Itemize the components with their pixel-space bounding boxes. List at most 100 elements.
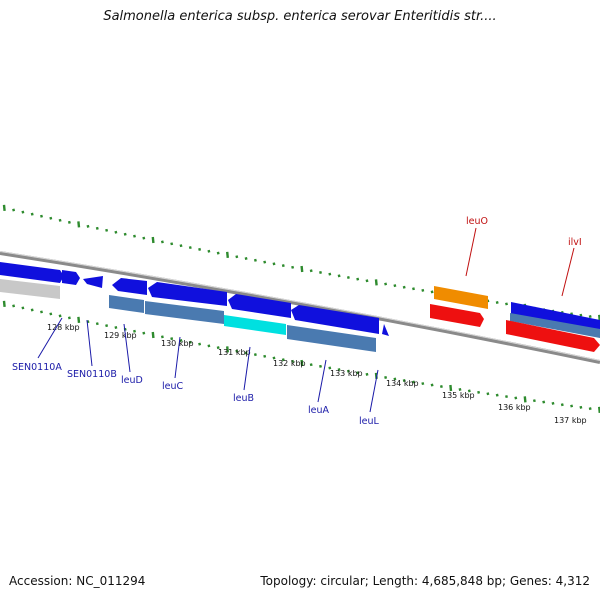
- scale-tick: [21, 306, 25, 310]
- scale-tick: [133, 234, 136, 238]
- scale-tick: [384, 375, 388, 379]
- gene-feature[interactable]: [62, 270, 80, 285]
- scale-tick: [495, 393, 499, 397]
- scale-tick: [281, 264, 285, 268]
- scale-tick: [281, 358, 285, 362]
- scale-tick: [467, 389, 471, 393]
- scale-tick: [244, 351, 248, 355]
- scale-tick: [12, 208, 16, 212]
- scale-tick: [439, 385, 443, 389]
- scale-tick: [226, 346, 229, 353]
- gene-name[interactable]: leuA: [308, 405, 330, 416]
- gene-track-lower: [0, 279, 376, 352]
- scale-tick: [421, 288, 425, 292]
- leader-line: [174, 336, 181, 379]
- leader-line: [37, 317, 63, 359]
- scale-tick: [309, 269, 313, 273]
- scale-tick: [114, 230, 118, 234]
- scale-tick: [216, 346, 220, 350]
- scale-tick: [207, 344, 211, 348]
- scale-tick: [170, 242, 174, 246]
- scale-tick: [365, 372, 369, 376]
- gene-feature[interactable]: [430, 304, 484, 327]
- kbp-tick-label: 131 kbp: [218, 348, 251, 357]
- scale-tick: [291, 359, 295, 363]
- scale-tick: [207, 249, 211, 253]
- kbp-tick-label: 133 kbp: [330, 369, 363, 378]
- scale-tick: [402, 379, 406, 383]
- scale-tick: [412, 380, 415, 384]
- scale-tick: [21, 210, 25, 214]
- gene-feature[interactable]: [109, 295, 144, 313]
- scale-tick: [114, 326, 118, 329]
- scale-tick: [356, 371, 360, 375]
- gene-feature[interactable]: [506, 320, 600, 352]
- scale-tick: [151, 331, 155, 339]
- scale-tick: [291, 265, 295, 269]
- scale-tick: [300, 359, 304, 367]
- scale-tick: [272, 262, 276, 266]
- scale-tick: [505, 395, 508, 399]
- scale-tick: [188, 246, 192, 250]
- gene-label-leub[interactable]: leuB: [233, 346, 254, 404]
- gene-feature[interactable]: [145, 301, 224, 324]
- scale-tick: [179, 338, 183, 342]
- scale-tick: [49, 216, 53, 220]
- gene-feature[interactable]: [291, 305, 379, 334]
- gene-name[interactable]: leuC: [162, 381, 184, 392]
- scale-tick: [346, 369, 350, 373]
- kbp-tick-label: 130 kbp: [161, 339, 194, 348]
- scale-tick: [309, 363, 313, 367]
- gene-name[interactable]: leuO: [466, 216, 488, 227]
- scale-tick: [300, 265, 304, 273]
- scale-tick: [253, 258, 257, 262]
- gene-name[interactable]: leuD: [121, 375, 143, 386]
- gene-name[interactable]: leuL: [359, 416, 380, 427]
- scale-tick: [319, 364, 322, 368]
- gene-feature[interactable]: [112, 278, 147, 295]
- gene-label-leua[interactable]: leuA: [308, 359, 330, 416]
- kbp-tick-label: 135 kbp: [442, 391, 475, 400]
- scale-tick: [588, 407, 592, 411]
- kbp-tick-label: 129 kbp: [104, 331, 137, 340]
- leader-line: [243, 346, 251, 391]
- scale-tick: [505, 302, 508, 306]
- gene-feature[interactable]: [0, 279, 60, 299]
- gene-label-leud[interactable]: leuD: [121, 323, 143, 386]
- leader-line: [369, 369, 379, 413]
- scale-tick: [58, 314, 62, 318]
- gene-label-sen0110a[interactable]: SEN0110A: [12, 317, 63, 373]
- gene-feature[interactable]: [434, 286, 488, 309]
- scale-tick: [458, 387, 462, 391]
- gene-feature[interactable]: [287, 325, 376, 352]
- scale-tick: [40, 214, 43, 218]
- scale-tick: [244, 257, 248, 261]
- gene-name[interactable]: SEN0110A: [12, 362, 62, 373]
- scale-tick: [235, 349, 239, 353]
- scale-tick: [551, 401, 555, 405]
- scale-tick: [253, 353, 257, 357]
- gene-label-leuc[interactable]: leuC: [162, 336, 184, 392]
- gene-label-leuo[interactable]: leuO: [465, 216, 488, 277]
- gene-label-ilvi[interactable]: ilvI: [561, 237, 582, 297]
- gene-label-sen0110b[interactable]: SEN0110B: [67, 319, 117, 380]
- scale-tick: [105, 324, 109, 328]
- gene-feature[interactable]: [224, 315, 286, 335]
- gene-feature[interactable]: [83, 276, 103, 288]
- gene-feature[interactable]: [148, 282, 227, 306]
- scale-tick: [58, 218, 62, 222]
- genome-title: Salmonella enterica subsp. enterica sero…: [103, 9, 497, 24]
- gene-name[interactable]: SEN0110B: [67, 369, 117, 380]
- gene-feature[interactable]: [382, 324, 389, 336]
- cds-track-upper: [0, 262, 389, 336]
- gene-label-leul[interactable]: leuL: [359, 369, 380, 427]
- gene-name[interactable]: ilvI: [568, 237, 582, 248]
- scale-tick: [86, 320, 90, 324]
- gene-feature[interactable]: [228, 294, 291, 318]
- gene-name[interactable]: leuB: [233, 393, 254, 404]
- scale-tick: [235, 255, 239, 259]
- gene-feature[interactable]: [0, 262, 64, 283]
- scale-tick: [384, 282, 388, 286]
- gene-feature[interactable]: [510, 313, 600, 338]
